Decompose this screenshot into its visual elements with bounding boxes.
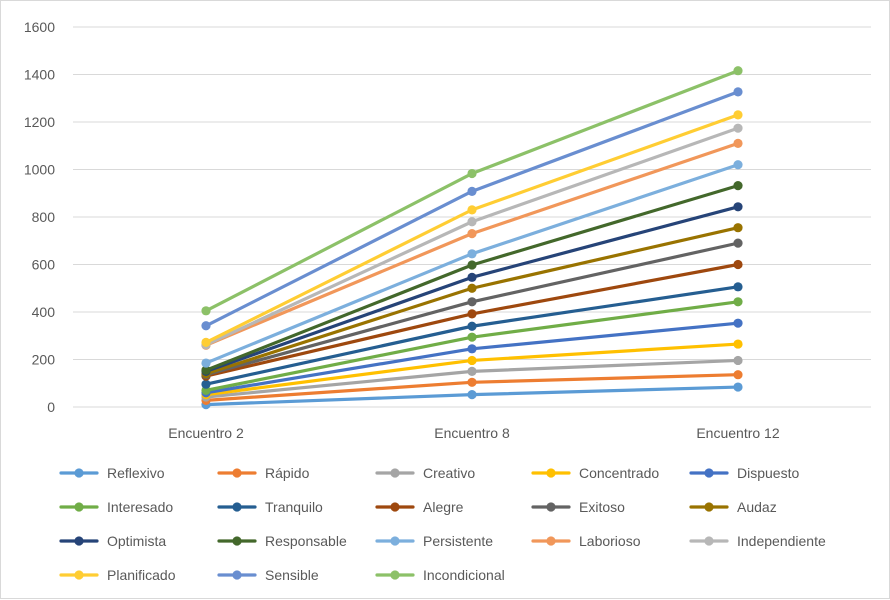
data-point xyxy=(201,321,211,331)
legend-label: Optimista xyxy=(107,533,166,549)
data-point xyxy=(467,332,477,342)
data-point xyxy=(733,318,743,328)
data-point xyxy=(733,238,743,248)
legend-swatch-marker xyxy=(74,570,84,580)
y-tick-label: 0 xyxy=(47,399,55,415)
legend-label: Sensible xyxy=(265,567,319,583)
data-point xyxy=(467,355,477,366)
legend-swatch-marker xyxy=(232,570,242,580)
legend-swatch-marker xyxy=(232,536,242,546)
data-point xyxy=(467,205,477,215)
legend-swatch-marker xyxy=(390,570,400,580)
legend-label: Planificado xyxy=(107,567,176,583)
legend-swatch-marker xyxy=(704,468,714,478)
y-tick-label: 800 xyxy=(32,209,56,225)
data-point xyxy=(201,358,211,368)
data-point xyxy=(467,217,477,227)
legend-swatch-marker xyxy=(232,468,242,478)
legend-swatch-marker xyxy=(390,536,400,546)
data-point xyxy=(467,229,477,239)
legend-swatch-marker xyxy=(546,536,556,546)
legend-swatch-marker xyxy=(74,536,84,546)
data-point xyxy=(467,321,477,331)
legend-label: Rápido xyxy=(265,465,310,481)
data-point xyxy=(733,160,743,170)
legend-label: Creativo xyxy=(423,465,475,481)
data-point xyxy=(467,260,477,270)
legend-swatch-marker xyxy=(390,502,400,512)
legend-label: Responsable xyxy=(265,533,347,549)
data-point xyxy=(201,337,211,347)
legend-label: Laborioso xyxy=(579,533,641,549)
legend-label: Tranquilo xyxy=(265,499,323,515)
data-point xyxy=(201,306,211,316)
legend-swatch-marker xyxy=(232,502,242,512)
data-point xyxy=(733,138,743,148)
legend-swatch-marker xyxy=(546,502,556,512)
data-point xyxy=(733,123,743,133)
data-point xyxy=(733,181,743,191)
data-point xyxy=(467,366,477,376)
data-point xyxy=(467,168,477,179)
data-point xyxy=(201,365,211,375)
legend-swatch-marker xyxy=(390,468,400,478)
data-point xyxy=(201,379,211,389)
data-point xyxy=(733,202,743,212)
data-point xyxy=(733,297,743,307)
data-point xyxy=(733,282,743,292)
data-point xyxy=(467,249,477,259)
y-tick-label: 1000 xyxy=(24,162,55,178)
data-point xyxy=(733,66,743,76)
data-point xyxy=(467,390,477,400)
data-point xyxy=(733,110,743,120)
x-tick-label: Encuentro 12 xyxy=(696,425,779,441)
x-tick-label: Encuentro 8 xyxy=(434,425,510,441)
data-point xyxy=(467,344,477,354)
legend-label: Exitoso xyxy=(579,499,625,515)
legend-label: Concentrado xyxy=(579,465,659,481)
data-point xyxy=(467,309,477,319)
data-point xyxy=(733,355,743,366)
legend-swatch-marker xyxy=(74,502,84,512)
legend-label: Persistente xyxy=(423,533,493,549)
y-tick-label: 1200 xyxy=(24,114,55,130)
legend-label: Dispuesto xyxy=(737,465,799,481)
data-point xyxy=(733,87,743,97)
legend-swatch-marker xyxy=(74,468,84,478)
y-tick-label: 1600 xyxy=(24,19,55,35)
data-point xyxy=(733,339,743,349)
data-point xyxy=(733,259,743,270)
legend-label: Incondicional xyxy=(423,567,505,583)
y-tick-label: 1400 xyxy=(24,67,55,83)
legend-label: Reflexivo xyxy=(107,465,165,481)
data-point xyxy=(733,382,743,392)
legend-swatch-marker xyxy=(704,536,714,546)
data-point xyxy=(467,283,477,293)
x-tick-label: Encuentro 2 xyxy=(168,425,244,441)
legend-label: Audaz xyxy=(737,499,777,515)
legend-label: Independiente xyxy=(737,533,826,549)
data-point xyxy=(467,297,477,307)
legend-swatch-marker xyxy=(704,502,714,512)
y-tick-label: 200 xyxy=(32,352,56,368)
data-point xyxy=(467,272,477,282)
y-tick-label: 600 xyxy=(32,257,56,273)
data-point xyxy=(733,223,743,233)
data-point xyxy=(467,186,477,196)
legend-label: Interesado xyxy=(107,499,173,515)
legend-label: Alegre xyxy=(423,499,464,515)
legend-swatch-marker xyxy=(546,468,556,478)
y-tick-label: 400 xyxy=(32,304,56,320)
data-point xyxy=(733,370,743,380)
data-point xyxy=(467,377,477,387)
